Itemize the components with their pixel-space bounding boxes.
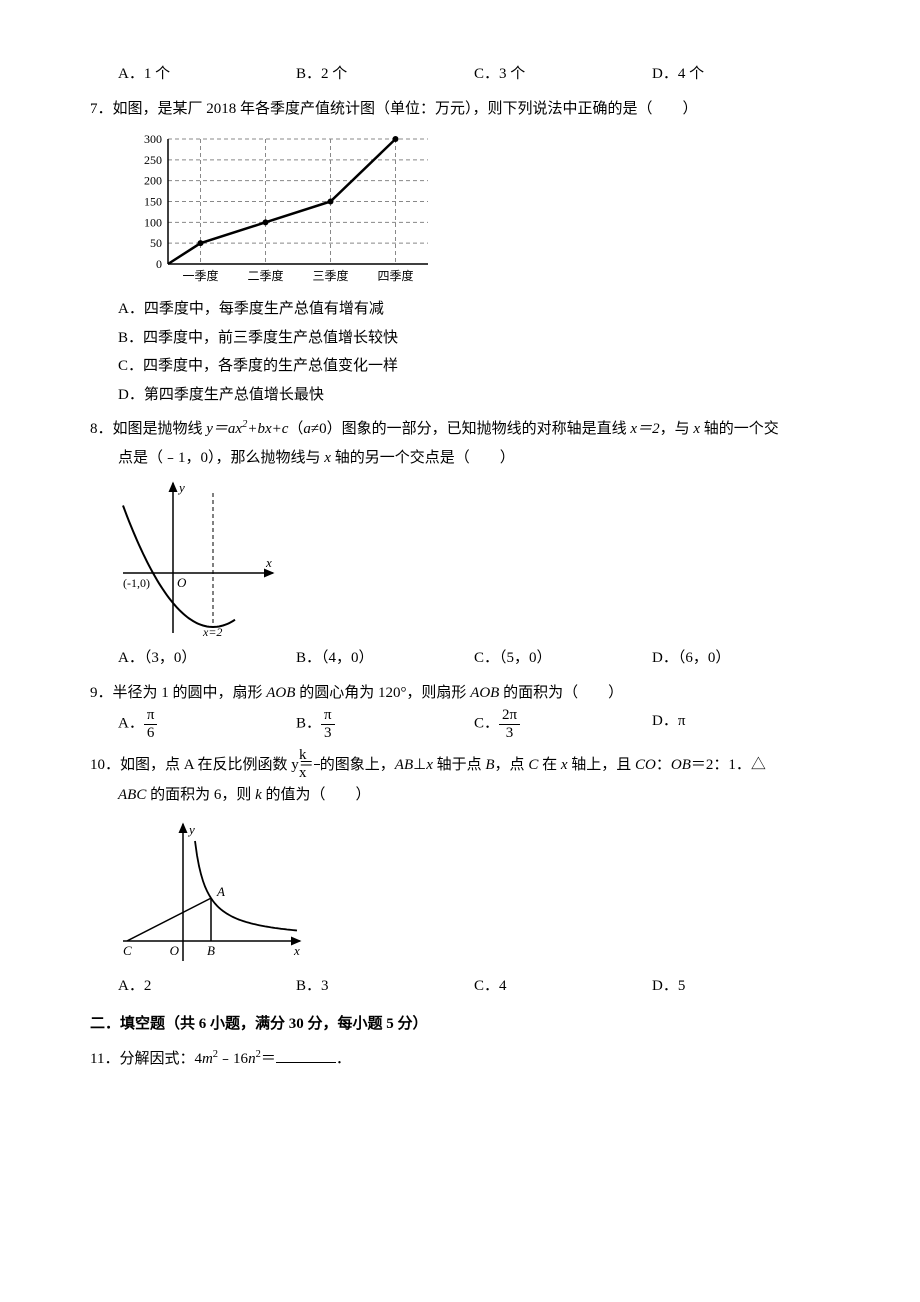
q10-pre: 10．如图，点 A 在反比例函数 y＝ xyxy=(90,757,314,773)
q11-eq: ＝ xyxy=(261,1051,276,1067)
q8-opt-b: B．（4，0） xyxy=(296,644,474,673)
q9-options: A．π6 B．π3 C．2π3 D．π xyxy=(118,707,830,741)
q11-m: m xyxy=(202,1051,213,1067)
q8-opt-c: C．（5，0） xyxy=(474,644,652,673)
svg-text:y: y xyxy=(177,480,185,495)
q7-opt-b: B．四季度中，前三季度生产总值增长较快 xyxy=(118,324,830,353)
q9-opt-d: D．π xyxy=(652,707,830,741)
svg-text:一季度: 一季度 xyxy=(182,268,218,283)
q9c-pre: C． xyxy=(474,715,499,731)
q6-opt-c: C．3 个 xyxy=(474,60,652,89)
q8-graph: y x O (-1,0) x=2 xyxy=(118,478,830,638)
q10-opt-c: C．4 xyxy=(474,972,652,1001)
q9b-pre: B． xyxy=(296,715,321,731)
q7-opt-a: A．四季度中，每季度生产总值有增有减 xyxy=(118,295,830,324)
q10-mid: 的图象上，AB⊥x 轴于点 B，点 C 在 x 轴上，且 CO：OB＝2：1．△ xyxy=(320,757,766,773)
q9-opt-c: C．2π3 xyxy=(474,707,652,741)
q6-opt-d: D．4 个 xyxy=(652,60,830,89)
q11-text: 11．分解因式：4m2﹣16n2＝． xyxy=(90,1045,830,1074)
q9-opt-b: B．π3 xyxy=(296,707,474,741)
svg-text:x: x xyxy=(265,555,272,570)
svg-text:y: y xyxy=(187,822,195,837)
q10-opt-b: B．3 xyxy=(296,972,474,1001)
svg-text:x: x xyxy=(293,943,300,958)
q9a-den: 6 xyxy=(144,725,158,742)
svg-text:300: 300 xyxy=(144,132,162,146)
q11-post: ． xyxy=(336,1051,351,1067)
q8-eq2: x＝2 xyxy=(630,421,659,437)
q8-par: （a≠0） xyxy=(288,421,341,437)
svg-text:B: B xyxy=(207,943,215,958)
q11-mid: ﹣16 xyxy=(218,1051,248,1067)
svg-text:二季度: 二季度 xyxy=(247,268,283,283)
q10-options: A．2 B．3 C．4 D．5 xyxy=(118,972,830,1001)
q8-options: A．（3，0） B．（4，0） C．（5，0） D．（6，0） xyxy=(118,644,830,673)
svg-text:三季度: 三季度 xyxy=(312,268,348,283)
q7-text: 7．如图，是某厂 2018 年各季度产值统计图（单位：万元），则下列说法中正确的… xyxy=(90,95,830,124)
q10-opt-d: D．5 xyxy=(652,972,830,1001)
q9-text: 9．半径为 1 的圆中，扇形 AOB 的圆心角为 120°，则扇形 AOB 的面… xyxy=(90,679,830,708)
q10-opt-a: A．2 xyxy=(118,972,296,1001)
q11-n: n xyxy=(248,1051,256,1067)
q9a-pre: A． xyxy=(118,715,144,731)
q9c-den: 3 xyxy=(499,725,520,742)
q6-options: A．1 个 B．2 个 C．3 个 D．4 个 xyxy=(118,60,830,89)
q9b-den: 3 xyxy=(321,725,335,742)
q9a-num: π xyxy=(144,707,158,725)
q8-eq: y＝ax2+bx+c xyxy=(206,421,288,437)
svg-text:200: 200 xyxy=(144,174,162,188)
svg-text:O: O xyxy=(170,943,180,958)
q9b-num: π xyxy=(321,707,335,725)
svg-text:250: 250 xyxy=(144,153,162,167)
q11-pre: 11．分解因式：4 xyxy=(90,1051,202,1067)
svg-text:100: 100 xyxy=(144,215,162,229)
q9-opt-a: A．π6 xyxy=(118,707,296,741)
svg-text:150: 150 xyxy=(144,195,162,209)
svg-text:四季度: 四季度 xyxy=(377,268,413,283)
q9c-num: 2π xyxy=(499,707,520,725)
q8-pre: 8．如图是抛物线 xyxy=(90,421,206,437)
q8-text: 8．如图是抛物线 y＝ax2+bx+c（a≠0）图象的一部分，已知抛物线的对称轴… xyxy=(90,415,830,472)
q8-post2: ，与 x 轴的一个交 xyxy=(660,421,779,437)
svg-text:A: A xyxy=(216,884,225,899)
q8-opt-d: D．（6，0） xyxy=(652,644,830,673)
q11-blank xyxy=(276,1047,336,1063)
q10-graph: y x O A B C xyxy=(118,816,830,966)
svg-text:O: O xyxy=(177,575,187,590)
svg-text:C: C xyxy=(123,943,132,958)
q6-opt-a: A．1 个 xyxy=(118,60,296,89)
svg-text:50: 50 xyxy=(150,236,162,250)
q8-opt-a: A．（3，0） xyxy=(118,644,296,673)
q7-chart: 0 50 100 150 200 250 300 一季度 二季度 三季度 四季度 xyxy=(118,129,830,289)
q6-opt-b: B．2 个 xyxy=(296,60,474,89)
q10-text: 10．如图，点 A 在反比例函数 y＝kx的图象上，AB⊥x 轴于点 B，点 C… xyxy=(90,747,830,810)
q7-opt-d: D．第四季度生产总值增长最快 xyxy=(118,381,830,410)
svg-text:(-1,0): (-1,0) xyxy=(123,576,150,590)
svg-text:0: 0 xyxy=(156,257,162,271)
q8-post: 图象的一部分，已知抛物线的对称轴是直线 xyxy=(342,421,631,437)
section-2-title: 二．填空题（共 6 小题，满分 30 分，每小题 5 分） xyxy=(90,1010,830,1039)
svg-text:x=2: x=2 xyxy=(202,625,222,638)
q7-opt-c: C．四季度中，各季度的生产总值变化一样 xyxy=(118,352,830,381)
